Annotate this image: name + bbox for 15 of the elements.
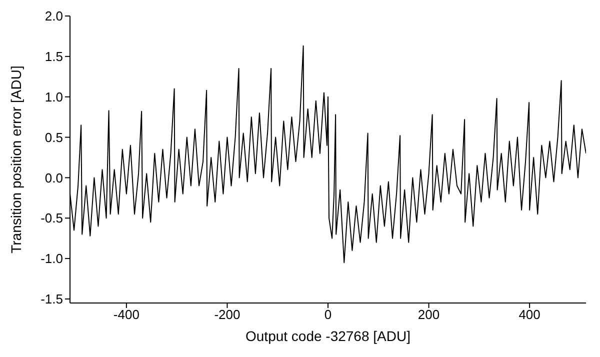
x-tick-label: 0: [324, 307, 332, 322]
y-tick-label: 1.5: [44, 49, 63, 64]
x-tick-label: 200: [418, 307, 440, 322]
y-tick-label: -1.5: [40, 292, 63, 307]
y-tick-label: -1.0: [40, 251, 63, 266]
x-tick-label: -200: [214, 307, 240, 322]
y-tick-label: -0.5: [40, 210, 63, 226]
y-tick-label: 1.0: [44, 89, 63, 104]
y-tick-label: 2.0: [44, 8, 63, 24]
y-tick-label: 0.5: [44, 130, 63, 145]
x-tick-label: -400: [113, 307, 140, 322]
y-tick-label: 0.0: [44, 170, 63, 186]
y-axis-title: Transition position error [ADU]: [8, 66, 24, 254]
x-tick-label: 400: [518, 307, 540, 322]
x-axis-title: Output code -32768 [ADU]: [246, 328, 410, 344]
